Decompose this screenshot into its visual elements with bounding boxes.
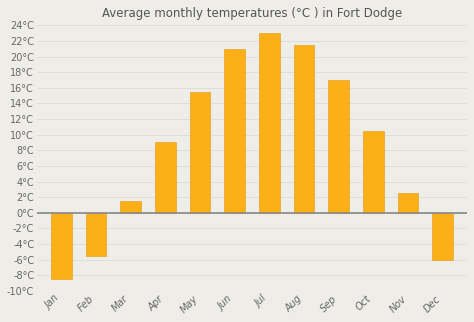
Bar	[293, 45, 314, 213]
Bar	[190, 92, 210, 213]
Bar	[51, 213, 72, 279]
Bar	[85, 213, 106, 256]
Bar	[155, 143, 176, 213]
Title: Average monthly temperatures (°C ) in Fort Dodge: Average monthly temperatures (°C ) in Fo…	[102, 7, 402, 20]
Bar	[120, 201, 141, 213]
Bar	[259, 33, 280, 213]
Bar	[398, 193, 419, 213]
Bar	[432, 213, 453, 260]
Bar	[363, 131, 384, 213]
Bar	[224, 49, 245, 213]
Bar	[328, 80, 349, 213]
